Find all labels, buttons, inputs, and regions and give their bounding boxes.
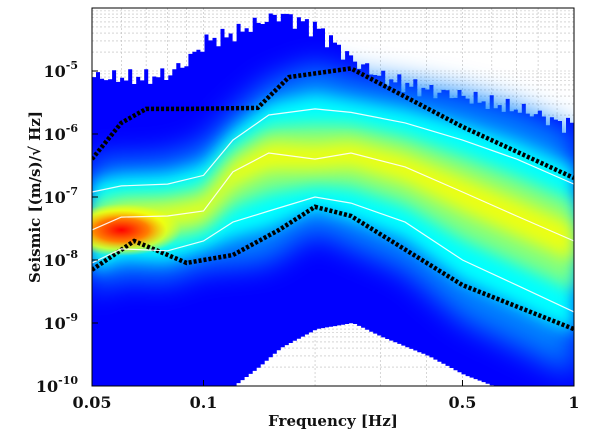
y-tick-label: 10-10 xyxy=(36,374,78,396)
x-axis-title: Frequency [Hz] xyxy=(268,412,398,430)
series-outer-lower-bound xyxy=(92,204,574,332)
y-tick-label: 10-9 xyxy=(44,311,79,333)
y-axis-title: Seismic [(m/s)/√ Hz] xyxy=(26,111,44,283)
x-tick-label: 0.5 xyxy=(449,393,477,412)
series-percentile-lower xyxy=(92,196,574,313)
density-band-core xyxy=(92,140,574,263)
y-tick-label: 10-5 xyxy=(44,59,79,81)
density-band-inner xyxy=(92,124,574,291)
density-hot-spot xyxy=(92,203,182,256)
series-percentile-upper xyxy=(92,108,574,193)
axis-ticks: 0.05 0.1 0.5 1 10-10 10-9 10-8 10-7 10-6 10-5 xyxy=(36,59,580,412)
y-tick-label: 10-7 xyxy=(44,185,79,207)
percentile-lines xyxy=(92,66,574,332)
y-tick-label: 10-6 xyxy=(44,122,79,144)
series-percentile-median xyxy=(92,152,574,242)
y-tick-label: 10-8 xyxy=(44,248,79,270)
x-tick-label: 1 xyxy=(568,393,579,412)
series-outer-upper-bound xyxy=(92,66,574,181)
x-tick-label: 0.1 xyxy=(190,393,218,412)
x-tick-label: 0.05 xyxy=(73,393,112,412)
